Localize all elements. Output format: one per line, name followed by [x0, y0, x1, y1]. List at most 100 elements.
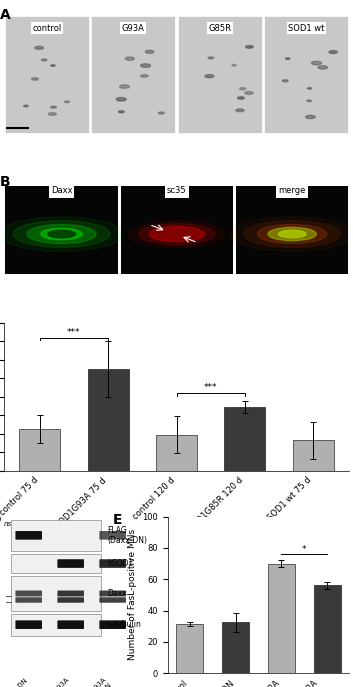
- FancyBboxPatch shape: [58, 591, 84, 596]
- Bar: [293, 440, 334, 471]
- Bar: [314, 585, 341, 673]
- FancyBboxPatch shape: [264, 16, 348, 133]
- Circle shape: [48, 230, 76, 238]
- FancyBboxPatch shape: [236, 186, 348, 274]
- Circle shape: [329, 51, 337, 54]
- Circle shape: [238, 97, 244, 99]
- Text: control: control: [32, 24, 61, 33]
- FancyBboxPatch shape: [16, 597, 42, 602]
- Circle shape: [149, 226, 204, 242]
- Text: SOD1G93A: SOD1G93A: [39, 677, 71, 687]
- Text: SOD1 wt: SOD1 wt: [288, 24, 324, 33]
- Circle shape: [258, 225, 327, 244]
- Circle shape: [278, 230, 306, 238]
- Bar: [268, 563, 295, 673]
- FancyBboxPatch shape: [178, 16, 262, 133]
- Circle shape: [311, 61, 322, 65]
- FancyBboxPatch shape: [100, 559, 126, 568]
- Circle shape: [306, 115, 315, 119]
- Circle shape: [116, 98, 126, 101]
- Circle shape: [205, 75, 214, 78]
- Text: hSOD1: hSOD1: [107, 559, 133, 568]
- Circle shape: [286, 58, 290, 59]
- Text: E: E: [113, 513, 122, 528]
- Circle shape: [50, 106, 56, 108]
- Circle shape: [48, 113, 56, 115]
- Circle shape: [119, 111, 124, 113]
- FancyBboxPatch shape: [100, 597, 126, 602]
- FancyBboxPatch shape: [100, 620, 126, 629]
- Bar: [156, 435, 197, 471]
- Bar: [222, 622, 249, 673]
- Text: SOD1G93A
;Daxx-DN: SOD1G93A ;Daxx-DN: [76, 677, 113, 687]
- Circle shape: [268, 227, 316, 240]
- Text: merge: merge: [279, 186, 306, 195]
- Circle shape: [13, 221, 110, 247]
- Circle shape: [128, 221, 225, 247]
- Text: FLAG
(Daxx-DN): FLAG (Daxx-DN): [107, 526, 147, 545]
- Circle shape: [236, 109, 244, 112]
- FancyBboxPatch shape: [5, 186, 118, 274]
- Bar: [176, 624, 203, 673]
- Circle shape: [64, 101, 70, 103]
- Circle shape: [27, 225, 96, 244]
- Text: Daxx: Daxx: [107, 589, 127, 598]
- Text: D: D: [0, 513, 1, 528]
- Text: G85R: G85R: [208, 24, 231, 33]
- Circle shape: [208, 57, 214, 59]
- Circle shape: [282, 80, 288, 82]
- Circle shape: [140, 75, 148, 77]
- Circle shape: [158, 112, 164, 114]
- FancyBboxPatch shape: [16, 591, 42, 596]
- Circle shape: [318, 66, 328, 69]
- Circle shape: [307, 87, 312, 89]
- Text: Daxx-DN: Daxx-DN: [3, 677, 29, 687]
- Circle shape: [239, 88, 246, 90]
- FancyBboxPatch shape: [16, 531, 42, 540]
- Circle shape: [307, 100, 311, 102]
- Bar: [11, 576, 101, 611]
- FancyBboxPatch shape: [5, 16, 89, 133]
- Text: ***: ***: [67, 328, 81, 337]
- FancyBboxPatch shape: [100, 531, 126, 540]
- FancyBboxPatch shape: [100, 591, 126, 596]
- Circle shape: [31, 78, 38, 80]
- Circle shape: [230, 217, 353, 251]
- Circle shape: [0, 217, 124, 251]
- Text: A: A: [0, 8, 11, 22]
- Circle shape: [246, 45, 253, 48]
- Y-axis label: Number of FasL-positive MNs: Number of FasL-positive MNs: [127, 530, 137, 660]
- Bar: [88, 369, 128, 471]
- Circle shape: [41, 59, 47, 61]
- Text: B: B: [0, 174, 11, 189]
- Text: ***: ***: [204, 383, 217, 392]
- Circle shape: [41, 228, 82, 240]
- Bar: [11, 613, 101, 635]
- Text: *: *: [302, 545, 307, 554]
- Circle shape: [140, 64, 150, 67]
- FancyBboxPatch shape: [16, 620, 42, 629]
- Bar: [11, 554, 101, 573]
- FancyBboxPatch shape: [58, 597, 84, 602]
- FancyBboxPatch shape: [121, 186, 233, 274]
- Circle shape: [51, 65, 55, 67]
- Circle shape: [145, 50, 154, 54]
- Circle shape: [24, 105, 28, 106]
- Text: α-tubulin: α-tubulin: [107, 620, 142, 629]
- Text: Daxx: Daxx: [51, 186, 72, 195]
- Circle shape: [244, 221, 341, 247]
- Bar: [11, 519, 101, 551]
- Circle shape: [125, 57, 134, 60]
- Circle shape: [245, 91, 253, 94]
- Circle shape: [232, 65, 236, 66]
- Bar: [19, 429, 60, 471]
- Bar: [225, 407, 265, 471]
- Circle shape: [139, 223, 215, 245]
- FancyBboxPatch shape: [58, 620, 84, 629]
- Circle shape: [120, 85, 130, 89]
- Text: sc35: sc35: [167, 186, 187, 195]
- Circle shape: [35, 46, 43, 49]
- Text: ns: ns: [4, 521, 12, 527]
- FancyBboxPatch shape: [58, 559, 84, 568]
- FancyBboxPatch shape: [91, 16, 175, 133]
